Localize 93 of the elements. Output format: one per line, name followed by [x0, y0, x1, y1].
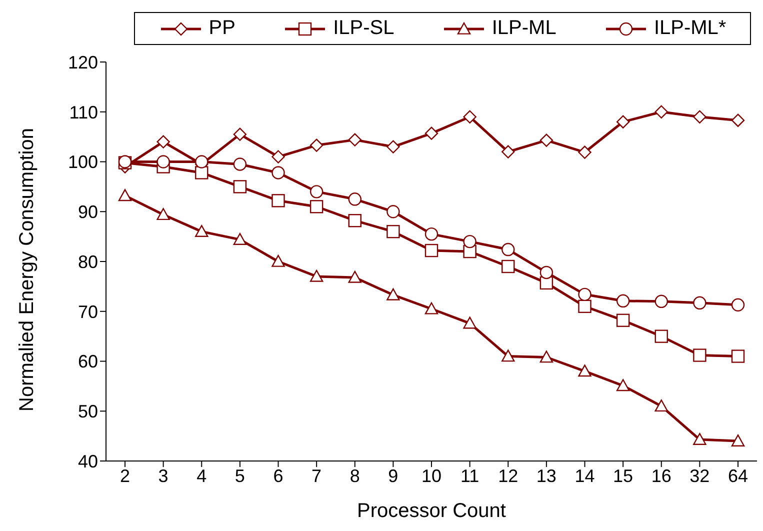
- point: [233, 232, 247, 245]
- point: [463, 234, 476, 248]
- point: [272, 150, 285, 164]
- point: [693, 348, 706, 362]
- y-tick-label: 120: [68, 52, 98, 72]
- point: [654, 294, 668, 308]
- point: [693, 110, 706, 124]
- point: [156, 155, 170, 168]
- point: [118, 189, 132, 202]
- point: [731, 114, 745, 127]
- x-tick-label: 11: [460, 466, 480, 486]
- x-tick-label: 13: [536, 466, 556, 486]
- point: [348, 270, 362, 283]
- point: [386, 288, 400, 300]
- point: [156, 208, 170, 220]
- point: [731, 298, 745, 312]
- y-tick-label: 60: [78, 352, 98, 372]
- point: [578, 300, 592, 313]
- point: [424, 126, 438, 140]
- y-tick-label: 100: [68, 152, 98, 172]
- point: [502, 260, 515, 274]
- x-tick-label: 14: [574, 466, 595, 486]
- x-tick-label: 6: [273, 466, 284, 486]
- y-tick-label: 90: [78, 202, 98, 222]
- x-tick-label: 64: [728, 466, 748, 486]
- point: [272, 166, 285, 180]
- point: [540, 350, 554, 363]
- point: [616, 379, 630, 392]
- point: [540, 134, 554, 147]
- point: [195, 155, 208, 168]
- point: [233, 128, 247, 141]
- point: [195, 224, 208, 237]
- x-tick-label: 4: [196, 466, 207, 486]
- point: [578, 288, 592, 302]
- point: [386, 205, 400, 218]
- point: [616, 115, 630, 128]
- point: [272, 194, 285, 208]
- point: [502, 242, 515, 256]
- point: [310, 270, 324, 282]
- point: [463, 110, 476, 124]
- point: [424, 227, 438, 241]
- legend-label: ILP-SL: [333, 17, 394, 40]
- point: [616, 294, 630, 308]
- point: [310, 200, 324, 214]
- point: [654, 400, 668, 412]
- y-axis-title: Normalied Energy Consumption: [16, 128, 38, 412]
- point: [616, 314, 630, 327]
- legend-label: ILP-ML*: [654, 17, 726, 40]
- point: [310, 185, 324, 198]
- legend-label: PP: [208, 17, 236, 40]
- point: [195, 166, 208, 180]
- point: [578, 364, 592, 377]
- point: [272, 254, 285, 267]
- point: [654, 105, 668, 118]
- point: [386, 140, 400, 154]
- point: [578, 146, 592, 159]
- x-tick-label: 8: [350, 466, 360, 486]
- point: [731, 350, 745, 363]
- point: [502, 350, 515, 362]
- x-tick-label: 32: [690, 466, 710, 486]
- point: [233, 180, 247, 194]
- x-tick-label: 5: [234, 466, 245, 486]
- x-tick-label: 12: [498, 466, 518, 486]
- x-tick-label: 15: [613, 466, 634, 486]
- point: [156, 135, 170, 148]
- point: [310, 138, 324, 152]
- point: [348, 133, 362, 146]
- point: [654, 330, 668, 343]
- legend-label: ILP-ML: [492, 17, 556, 40]
- point: [502, 145, 515, 158]
- point: [540, 266, 554, 280]
- x-tick-label: 7: [312, 466, 322, 486]
- x-axis-title: Processor Count: [357, 500, 506, 522]
- point: [233, 158, 247, 171]
- x-tick-label: 16: [651, 466, 672, 486]
- point: [348, 192, 362, 206]
- y-tick-label: 110: [69, 102, 98, 122]
- y-tick-label: 40: [78, 451, 98, 472]
- point: [731, 434, 745, 446]
- y-tick-label: 50: [78, 402, 98, 422]
- y-tick-label: 70: [78, 302, 98, 322]
- x-tick-label: 10: [421, 466, 442, 486]
- x-tick-label: 3: [158, 466, 168, 486]
- point: [424, 244, 438, 258]
- point: [386, 224, 400, 238]
- point: [693, 296, 706, 310]
- point: [348, 214, 362, 228]
- x-tick-label: 2: [120, 466, 130, 486]
- x-tick-label: 9: [388, 466, 398, 486]
- point: [693, 432, 706, 445]
- point: [424, 302, 438, 314]
- y-tick-label: 80: [78, 252, 98, 272]
- point: [463, 316, 476, 329]
